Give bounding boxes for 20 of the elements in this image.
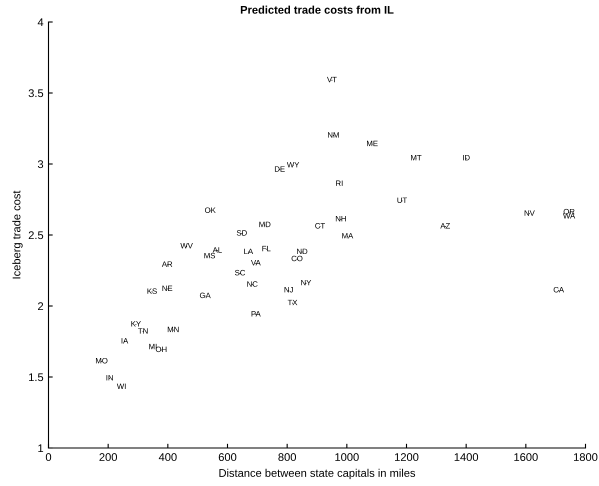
x-tick-label: 400 — [158, 453, 177, 462]
x-axis-title: Distance between state capitals in miles — [219, 468, 416, 480]
y-tick-label: 3.5 — [28, 89, 44, 98]
x-tick-label: 1400 — [454, 453, 478, 462]
y-tick-label: 1 — [38, 444, 44, 452]
x-tick-label: 0 — [46, 453, 52, 462]
x-tick-label: 800 — [278, 453, 296, 462]
y-tick-label: 3 — [38, 160, 44, 168]
chart-title: Predicted trade costs from IL — [240, 6, 394, 14]
x-tick-label: 1200 — [394, 453, 418, 462]
y-tick-label: 2.5 — [28, 231, 44, 240]
y-tick-label: 1.5 — [29, 373, 44, 382]
y-tick-label: 2 — [38, 302, 44, 310]
y-tick-label: 4 — [38, 18, 44, 26]
y-axis-title: Iceberg trade cost — [12, 190, 23, 278]
x-tick-label: 200 — [99, 453, 117, 462]
x-tick-label: 1600 — [514, 453, 538, 462]
x-tick-label: 1800 — [574, 453, 598, 462]
x-tick-label: 1000 — [335, 453, 359, 462]
x-tick-label: 600 — [218, 453, 236, 462]
